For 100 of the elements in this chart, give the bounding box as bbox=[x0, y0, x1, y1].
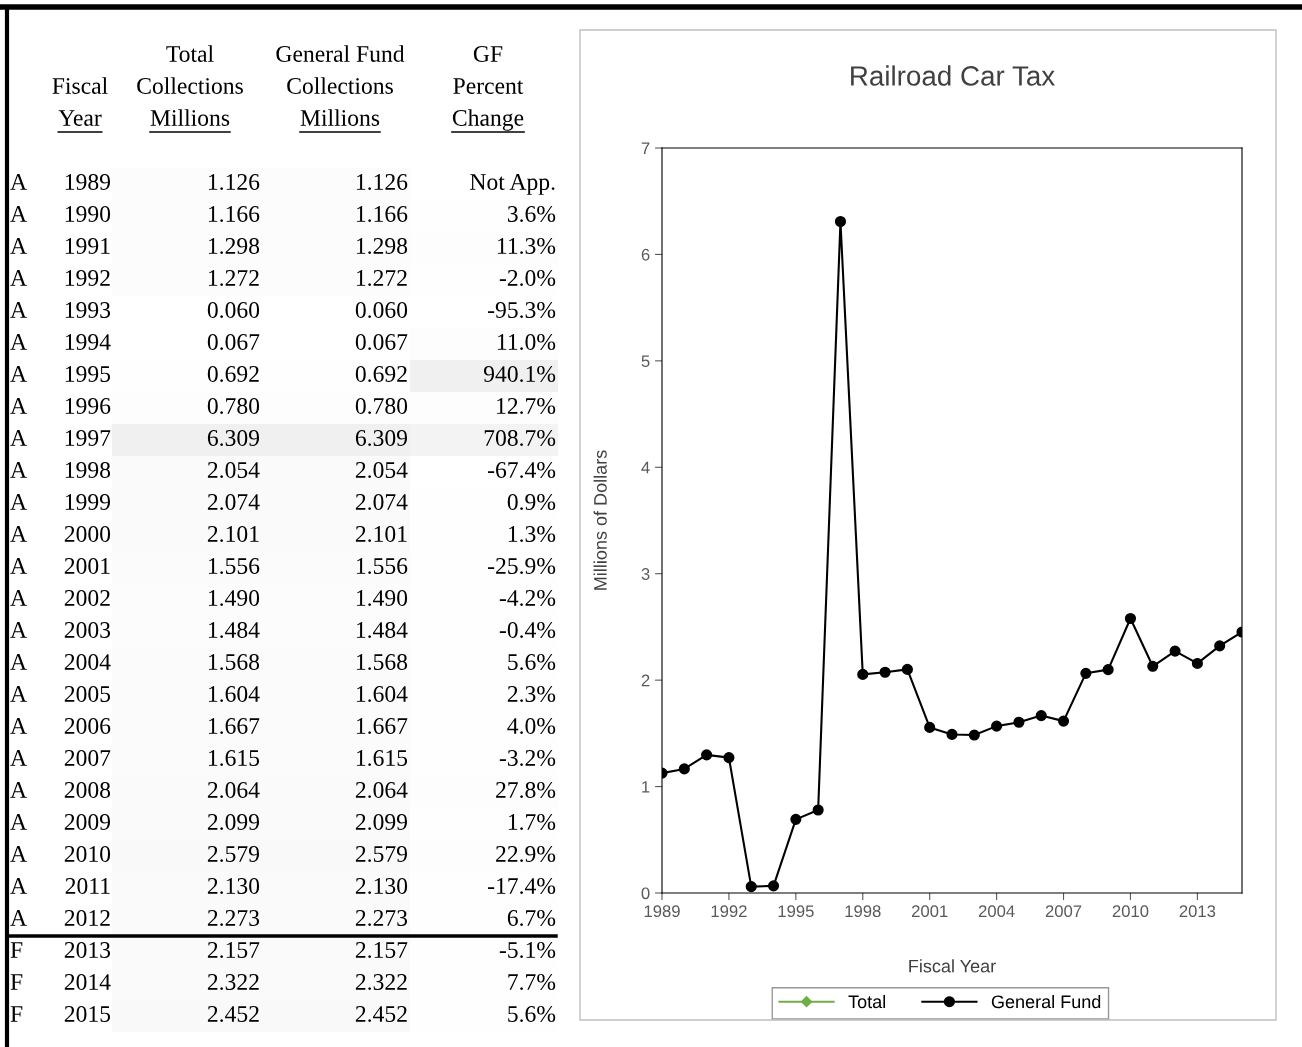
y-tick-label: 1993 bbox=[65, 302, 111, 318]
y2-tick-label: A bbox=[10, 686, 27, 702]
data-label: 0.067 bbox=[207, 333, 260, 351]
y-tick-label: 1996 bbox=[65, 398, 111, 414]
chart-title: Railroad Car Tax bbox=[851, 65, 1055, 86]
point bbox=[701, 749, 713, 761]
point bbox=[857, 668, 869, 680]
data-label: 11.0% bbox=[497, 333, 556, 351]
x-tick-label: 2007 bbox=[1045, 905, 1082, 918]
data-label: 1.272 bbox=[356, 270, 407, 287]
data-label: 0.060 bbox=[355, 301, 408, 319]
data-label: 1.667 bbox=[208, 718, 260, 735]
y2-tick-label: A bbox=[10, 558, 27, 574]
y2-tick-label: A bbox=[10, 494, 27, 510]
y2-tick-label: A bbox=[10, 590, 27, 606]
y-axis-title: Fiscal Year bbox=[52, 77, 108, 126]
data-label: 2.322 bbox=[355, 974, 407, 991]
y-tick-label: 2013 bbox=[64, 941, 111, 958]
point bbox=[1035, 710, 1047, 722]
y-tick-label: 1989 bbox=[65, 173, 111, 190]
point bbox=[790, 813, 802, 825]
point bbox=[968, 729, 980, 741]
x-tick-label: 2010 bbox=[1112, 905, 1149, 918]
point bbox=[678, 763, 690, 775]
y-tick-label: 2003 bbox=[64, 621, 111, 638]
data-label: 1.604 bbox=[208, 685, 260, 703]
y2-tick-label: A bbox=[10, 302, 27, 318]
data-label: 3.6% bbox=[507, 205, 556, 223]
y-tick-label: 2014 bbox=[64, 973, 111, 990]
data-label: 1.615 bbox=[356, 750, 408, 767]
data-label: -95.3% bbox=[488, 301, 556, 319]
data-label: 22.9% bbox=[496, 845, 556, 863]
y-tick-label: 2010 bbox=[64, 845, 111, 862]
point bbox=[745, 881, 757, 893]
y2-tick-label: A bbox=[10, 238, 27, 254]
y-tick-label: 2006 bbox=[64, 717, 111, 734]
y2-tick-label: F bbox=[10, 1006, 23, 1022]
y-tick-label: 2011 bbox=[65, 877, 110, 894]
data-label: 1.556 bbox=[356, 558, 408, 575]
data-label: 6.309 bbox=[207, 429, 260, 447]
y-tick-label: 1997 bbox=[65, 430, 111, 446]
y2-tick-label: A bbox=[10, 206, 27, 222]
data-label: 7.7% bbox=[508, 973, 556, 991]
y2-tick-label: A bbox=[10, 814, 27, 830]
data-label: 0.692 bbox=[355, 365, 407, 383]
data-label: 1.484 bbox=[356, 621, 408, 639]
y2-tick-label: A bbox=[10, 622, 27, 638]
y-tick-label: 5 bbox=[641, 355, 650, 368]
data-label: 1.667 bbox=[356, 718, 408, 735]
x-tick-label: 2013 bbox=[1179, 905, 1216, 918]
data-label: 2.322 bbox=[207, 974, 259, 991]
data-label: 2.064 bbox=[355, 781, 408, 799]
y-tick-label: 2 bbox=[641, 674, 650, 687]
data-label: 1.484 bbox=[208, 621, 260, 639]
data-label: -17.4% bbox=[488, 877, 556, 895]
y2-tick-label: F bbox=[10, 942, 23, 958]
data-label: 1.272 bbox=[208, 270, 259, 287]
point bbox=[1214, 640, 1226, 652]
y-tick-label: 1 bbox=[642, 781, 650, 793]
data-label: 6.7% bbox=[507, 909, 556, 927]
data-label: 2.273 bbox=[355, 910, 408, 927]
data-label: 4.0% bbox=[507, 717, 556, 735]
y-tick-label: 2005 bbox=[64, 685, 111, 702]
data-label: 2.452 bbox=[355, 1006, 407, 1023]
data-label: 2.099 bbox=[207, 813, 260, 831]
y-tick-label: 1995 bbox=[65, 366, 111, 382]
data-label: 2.579 bbox=[207, 846, 260, 863]
data-label: 0.780 bbox=[207, 397, 260, 415]
data-label: 0.067 bbox=[355, 333, 408, 351]
text: Not App. bbox=[470, 174, 555, 195]
data-label: 1.615 bbox=[208, 750, 260, 767]
y-tick-label: 2009 bbox=[64, 813, 111, 830]
data-label: 1.298 bbox=[356, 237, 408, 255]
point bbox=[879, 666, 891, 678]
data-label: -25.9% bbox=[488, 557, 556, 575]
x-tick-label: 2001 bbox=[911, 905, 948, 918]
data-label: 2.452 bbox=[207, 1006, 259, 1023]
y2-tick-label: F bbox=[10, 974, 23, 990]
point bbox=[946, 728, 958, 740]
point bbox=[767, 880, 780, 892]
x-tick-label: GF Percent Change bbox=[452, 46, 524, 131]
y-tick-label: 1999 bbox=[65, 494, 111, 510]
data-label: 2.054 bbox=[355, 461, 408, 479]
y-tick-label: 4 bbox=[641, 461, 650, 474]
y-tick-label: 1994 bbox=[65, 334, 111, 350]
data-label: 1.166 bbox=[356, 206, 408, 223]
x-tick-label: 1992 bbox=[711, 905, 747, 918]
data-label: 0.060 bbox=[207, 301, 260, 319]
data-label: -2.0% bbox=[499, 269, 556, 287]
y-tick-label: 1991 bbox=[65, 238, 110, 254]
y-tick-label: 2007 bbox=[64, 749, 111, 766]
point bbox=[1013, 716, 1025, 728]
y-tick-label: 2004 bbox=[64, 653, 111, 670]
y2-tick-label: A bbox=[10, 910, 27, 926]
y-tick-label: 1998 bbox=[65, 461, 111, 478]
data-label: -4.2% bbox=[499, 589, 556, 607]
y2-tick-label: A bbox=[10, 270, 27, 286]
point bbox=[1057, 715, 1070, 727]
data-label: 2.054 bbox=[207, 461, 260, 479]
data-label: 1.568 bbox=[356, 653, 408, 671]
